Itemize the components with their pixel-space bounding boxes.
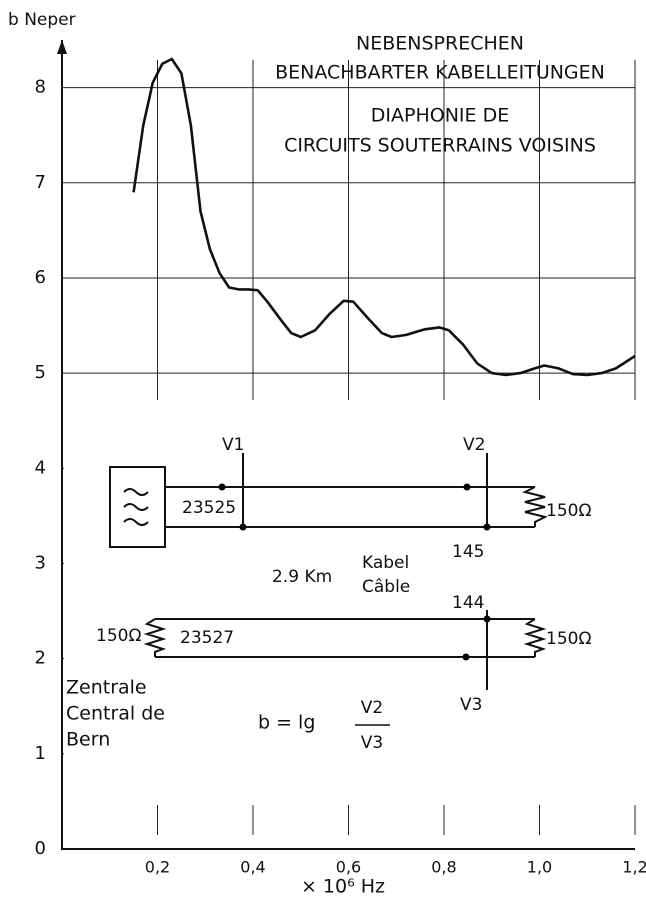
- title-line: NEBENSPRECHEN: [356, 33, 524, 55]
- diagram-background: [64, 400, 646, 800]
- y-tick-label: 0: [35, 838, 46, 859]
- y-tick-label: 8: [35, 77, 46, 98]
- generator-symbol: [123, 488, 149, 526]
- x-tick-label: 1,2: [622, 858, 646, 877]
- label: 150Ω: [546, 629, 591, 649]
- label: V3: [460, 695, 482, 715]
- y-tick-label: 6: [35, 267, 46, 288]
- y-tick-label: 3: [35, 552, 46, 573]
- label: 150Ω: [546, 501, 591, 521]
- formula: V2: [361, 698, 383, 718]
- x-tick-label: 0,6: [336, 858, 361, 877]
- label: 144: [452, 593, 484, 613]
- label: Kabel: [362, 553, 409, 573]
- label: 23525: [182, 498, 236, 518]
- title-line: DIAPHONIE DE: [371, 105, 509, 127]
- node: [483, 523, 491, 531]
- formula: V3: [361, 733, 383, 753]
- title-line: BENACHBARTER KABELLEITUNGEN: [275, 62, 605, 84]
- x-tick-label: 0,4: [240, 858, 265, 877]
- generator: [109, 466, 166, 548]
- label: 2.9 Km: [272, 567, 332, 587]
- x-tick-label: 1,0: [527, 858, 552, 877]
- x-axis-label: × 10⁶ Hz: [301, 876, 385, 898]
- label: 145: [452, 542, 484, 562]
- node: [239, 523, 247, 531]
- label: Câble: [362, 577, 410, 597]
- node: [462, 653, 470, 661]
- axis-arrow: [57, 40, 67, 54]
- label: 150Ω: [96, 626, 141, 646]
- x-tick-label: 0,2: [145, 858, 170, 877]
- y-tick-label: 5: [35, 362, 46, 383]
- grid: [62, 60, 636, 755]
- node: [483, 615, 491, 623]
- axes: [61, 40, 635, 850]
- formula: b = lg: [258, 712, 315, 734]
- label: Bern: [66, 729, 110, 751]
- label: Zentrale: [66, 677, 147, 699]
- y-tick-label: 2: [35, 648, 46, 669]
- node: [463, 483, 471, 491]
- label: Central de: [66, 703, 165, 725]
- label: V1: [222, 435, 244, 455]
- y-tick-label: 7: [35, 172, 46, 193]
- wire-2: [143, 618, 547, 658]
- title-line: CIRCUITS SOUTERRAINS VOISINS: [284, 135, 596, 157]
- x-tick-label: 0,8: [431, 858, 456, 877]
- wire-1: [165, 486, 548, 528]
- data-line: [132, 57, 636, 377]
- probe: [242, 453, 488, 527]
- circuit-diagram: [109, 453, 548, 726]
- label: V2: [463, 435, 485, 455]
- y-axis-label: b Neper: [8, 10, 76, 30]
- y-tick-label: 1: [35, 743, 46, 764]
- node: [218, 483, 226, 491]
- y-tick-label: 4: [35, 457, 46, 478]
- label: 23527: [180, 628, 234, 648]
